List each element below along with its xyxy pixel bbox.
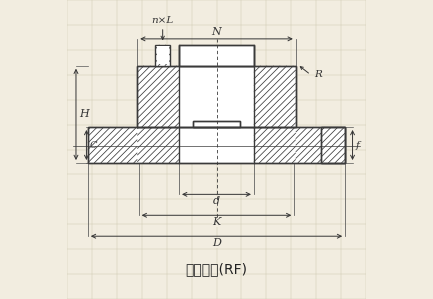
Polygon shape — [193, 121, 240, 127]
Text: H: H — [80, 109, 89, 119]
Polygon shape — [321, 127, 345, 163]
Polygon shape — [137, 66, 296, 127]
Text: f: f — [355, 141, 359, 150]
Polygon shape — [179, 45, 254, 66]
Text: d: d — [213, 196, 220, 206]
Polygon shape — [155, 45, 170, 66]
Polygon shape — [88, 127, 345, 163]
Text: N: N — [212, 27, 221, 37]
Text: 螺纹法兰(RF): 螺纹法兰(RF) — [185, 262, 248, 276]
Text: D: D — [212, 238, 221, 248]
Text: R: R — [313, 70, 322, 79]
Text: n×L: n×L — [152, 16, 174, 25]
Text: K: K — [212, 217, 221, 227]
Polygon shape — [157, 46, 169, 64]
Text: C: C — [90, 141, 97, 150]
